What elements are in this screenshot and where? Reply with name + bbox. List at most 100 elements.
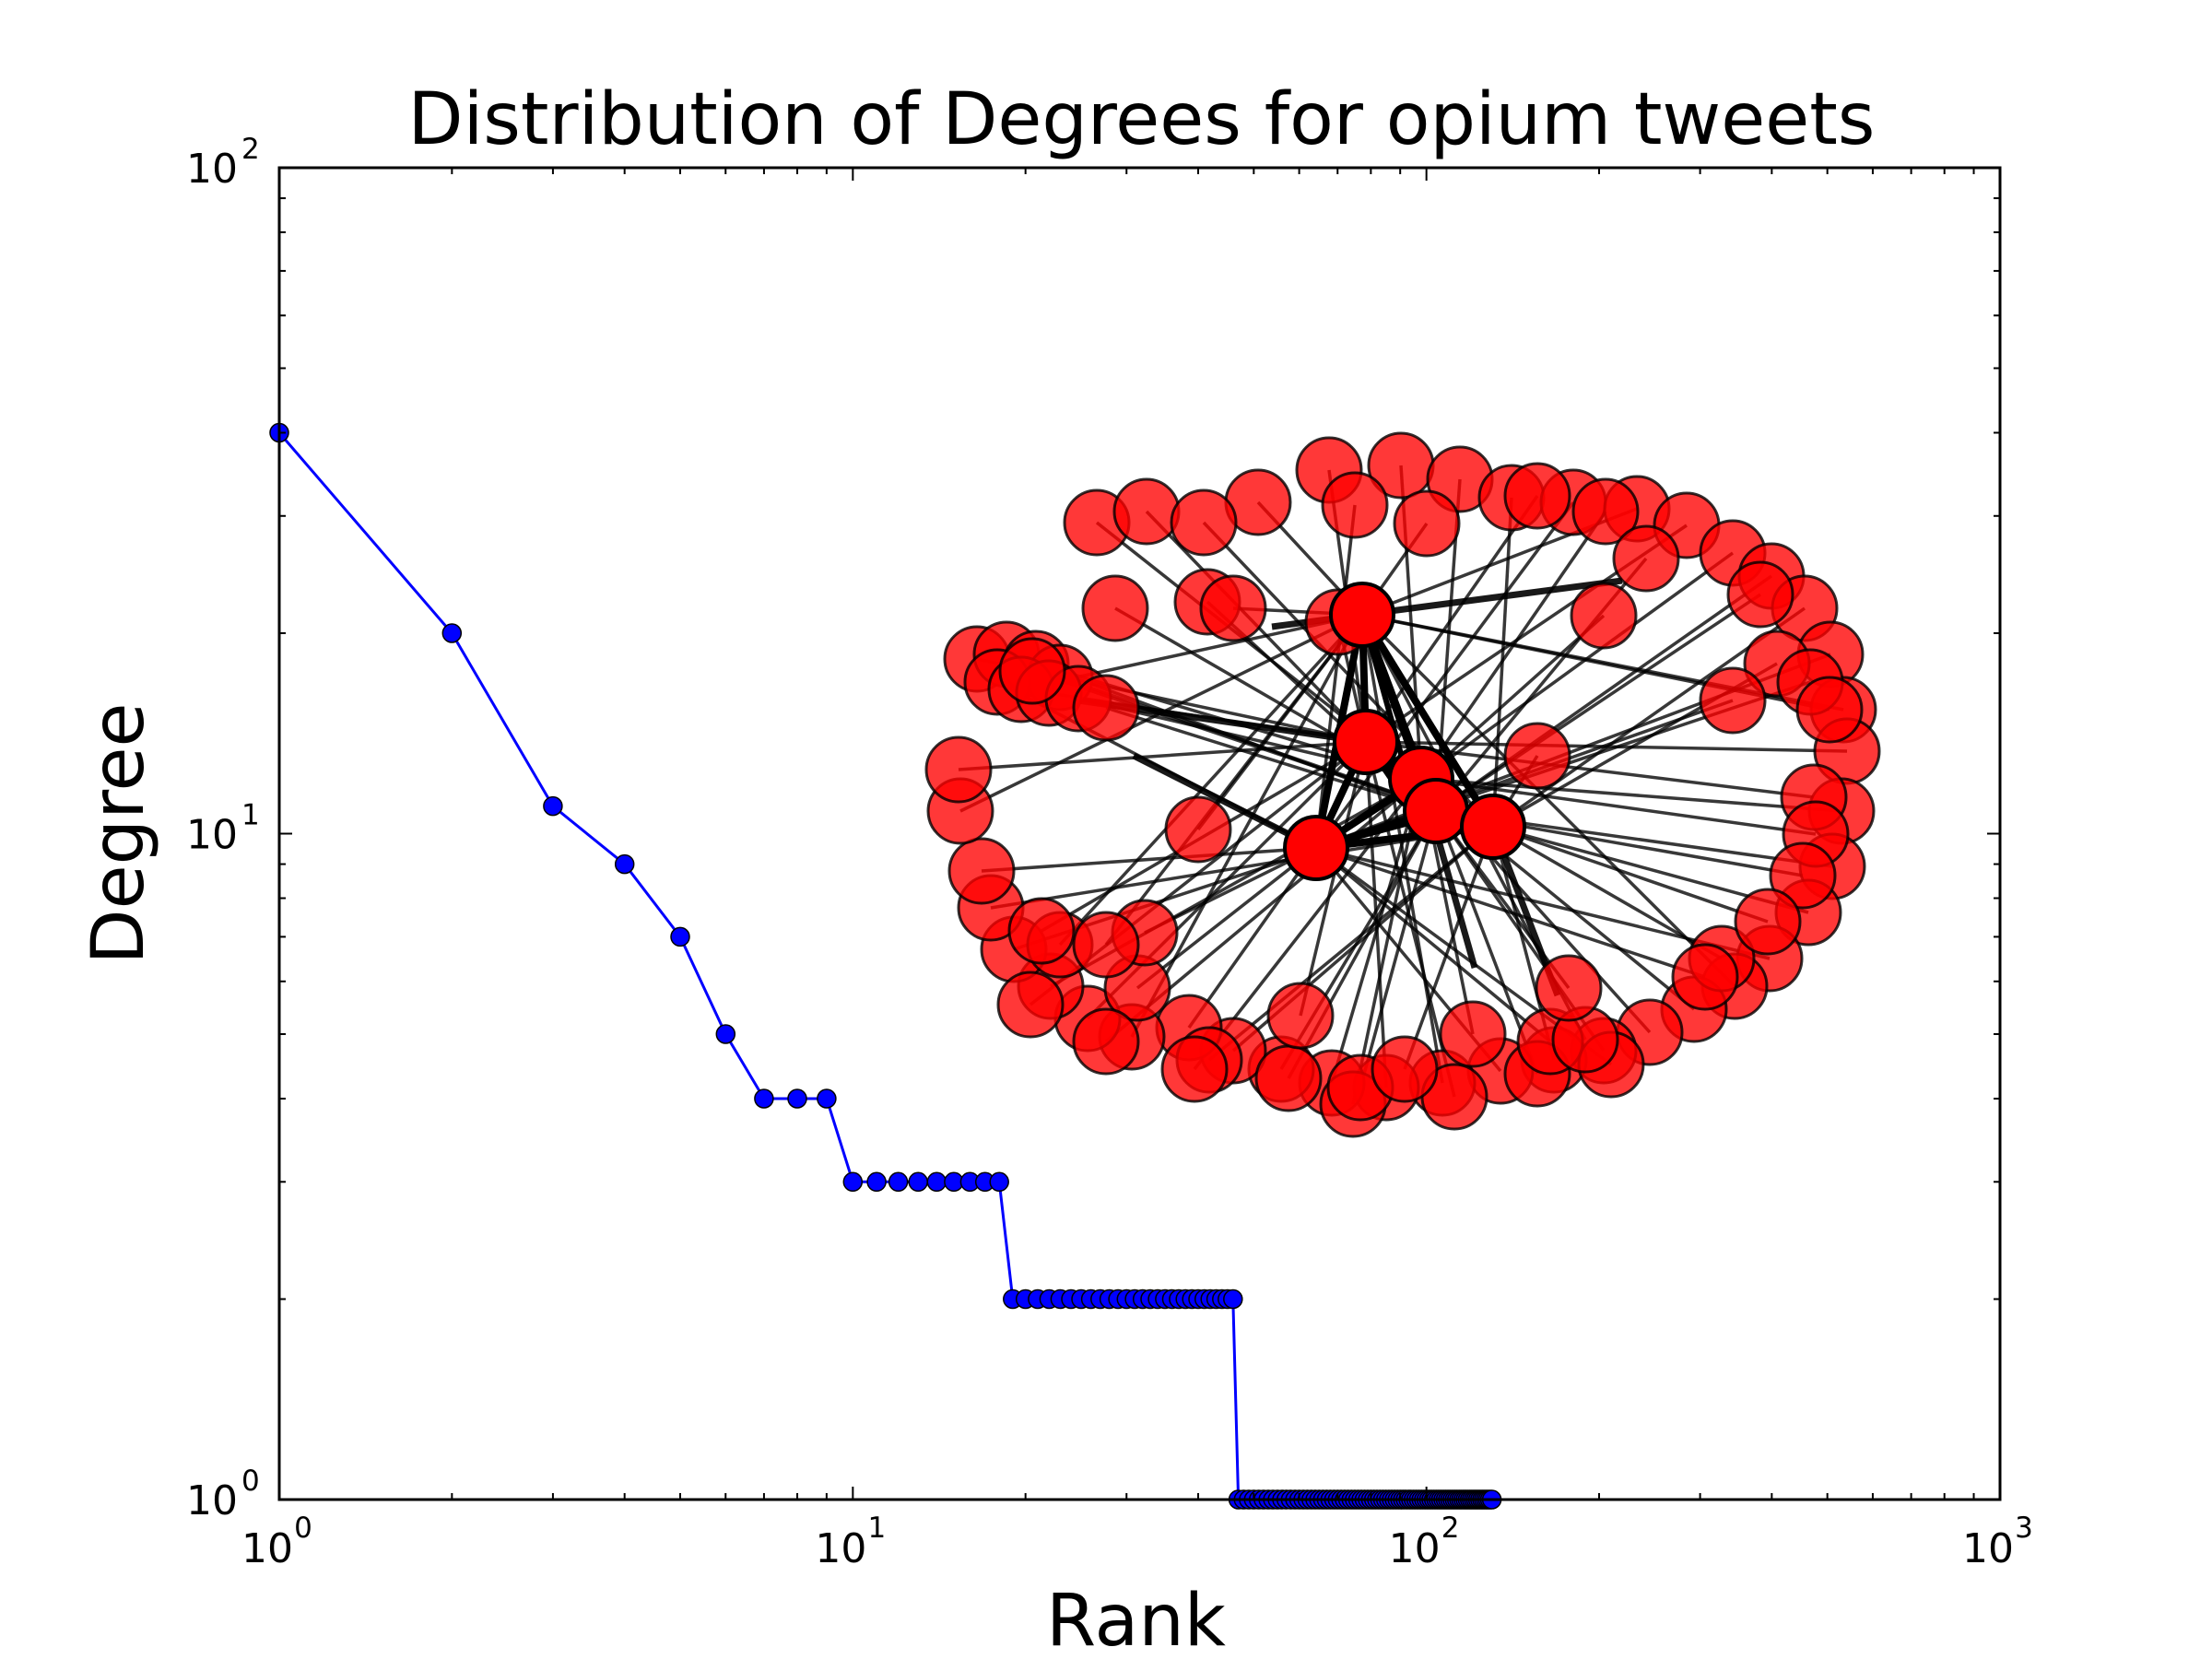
network-node (1570, 582, 1638, 650)
network-edge (1420, 777, 1842, 813)
x-tick-label: 10 (815, 1525, 866, 1572)
x-tick-label: 10 (241, 1525, 293, 1572)
network-node (1439, 1000, 1507, 1068)
network-edge (1314, 504, 1357, 849)
data-point (787, 1088, 807, 1109)
y-axis-label: Degree (77, 703, 160, 965)
network-edge (1360, 613, 1736, 988)
network-node (1535, 954, 1603, 1022)
data-point (441, 623, 463, 643)
network-node (1795, 676, 1864, 744)
y-tick-exponent: 0 (241, 1465, 260, 1498)
y-tick-exponent: 1 (241, 799, 260, 832)
data-point (1223, 1288, 1243, 1310)
network-edge (1364, 741, 1388, 1088)
network-node (1160, 1035, 1229, 1103)
network-node (1734, 888, 1802, 956)
y-tick-label: 10 (186, 146, 238, 193)
network-node (1699, 666, 1767, 735)
network-node (1164, 795, 1232, 864)
network-node (1072, 674, 1140, 742)
data-point (908, 1171, 928, 1193)
network-edge (981, 846, 1317, 873)
network-hub-node (1333, 709, 1399, 775)
network-edge (1104, 613, 1364, 947)
network-edge (1105, 706, 1437, 813)
network-node (1371, 1035, 1439, 1103)
x-tick-label: 10 (1962, 1525, 2014, 1572)
network-edge (1187, 846, 1318, 1030)
chart-title: Distribution of Degrees for opium tweets (408, 78, 1876, 161)
y-tick-exponent: 2 (241, 133, 260, 166)
network-edge (1314, 500, 1575, 850)
data-point (715, 1024, 736, 1044)
network-hub-node (1460, 794, 1526, 860)
network-node (1612, 524, 1680, 593)
network-edge (1492, 825, 1723, 960)
network-node (1072, 911, 1140, 979)
x-tick-label: 10 (1389, 1525, 1441, 1572)
data-point (754, 1088, 774, 1109)
tick-marks (278, 167, 2001, 1500)
network-node (1571, 477, 1640, 546)
network-hub-node (1283, 815, 1349, 881)
network-nodes (924, 431, 1881, 1138)
data-point (989, 1171, 1009, 1193)
y-tick-label: 10 (186, 1477, 238, 1524)
network-hub-node (1403, 778, 1469, 844)
data-point (926, 1171, 947, 1193)
network-edge (1359, 612, 1497, 830)
x-tick-exponent: 0 (294, 1512, 312, 1545)
network-node (1081, 574, 1149, 642)
network-node (1170, 488, 1238, 557)
network-edge (1314, 846, 1552, 1043)
data-point (543, 795, 563, 817)
network-edge (1419, 551, 1735, 781)
y-tick-label: 10 (186, 812, 238, 859)
network-node (1112, 477, 1181, 546)
network-node (1726, 560, 1794, 629)
network-edge (1299, 741, 1368, 1017)
network-edge (1435, 593, 1761, 813)
network-edge (1365, 740, 1815, 799)
network-node (947, 837, 1016, 905)
network-node (1393, 489, 1461, 558)
network-edge (1330, 778, 1423, 1084)
data-point (842, 1171, 864, 1193)
network-node (1254, 1044, 1323, 1112)
network-inset (924, 431, 1881, 1138)
network-edge (1361, 577, 1623, 618)
network-edge (1135, 846, 1318, 990)
network-edge (1359, 810, 1438, 1088)
data-point (670, 926, 690, 947)
x-tick-exponent: 3 (2015, 1512, 2033, 1545)
network-node (1503, 722, 1571, 790)
network-edge (1132, 752, 1318, 852)
network-edge (1130, 614, 1364, 1038)
data-point (888, 1171, 909, 1193)
network-hub-node (1329, 582, 1395, 648)
network-node (1321, 471, 1389, 539)
data-point (866, 1171, 887, 1193)
x-axis-label: Rank (1046, 1580, 1226, 1659)
network-node (1072, 1007, 1140, 1076)
x-tick-exponent: 2 (1441, 1512, 1460, 1545)
network-node (998, 637, 1066, 705)
data-point (614, 853, 635, 875)
network-edge (1419, 614, 1606, 781)
network-edge (1492, 825, 1769, 924)
tick-labels: 10 0 10 1 10 2 10 310 010 110 2 (186, 133, 2033, 1572)
data-point (817, 1088, 837, 1109)
network-node (1266, 982, 1335, 1050)
network-node (1671, 943, 1739, 1011)
network-node (924, 735, 993, 804)
network-node (1503, 462, 1571, 530)
network-node (1007, 897, 1076, 965)
x-tick-exponent: 1 (867, 1512, 886, 1545)
network-node (1769, 841, 1837, 910)
network-edge (958, 740, 1367, 771)
network-node (1199, 574, 1267, 642)
network-node (996, 971, 1065, 1039)
